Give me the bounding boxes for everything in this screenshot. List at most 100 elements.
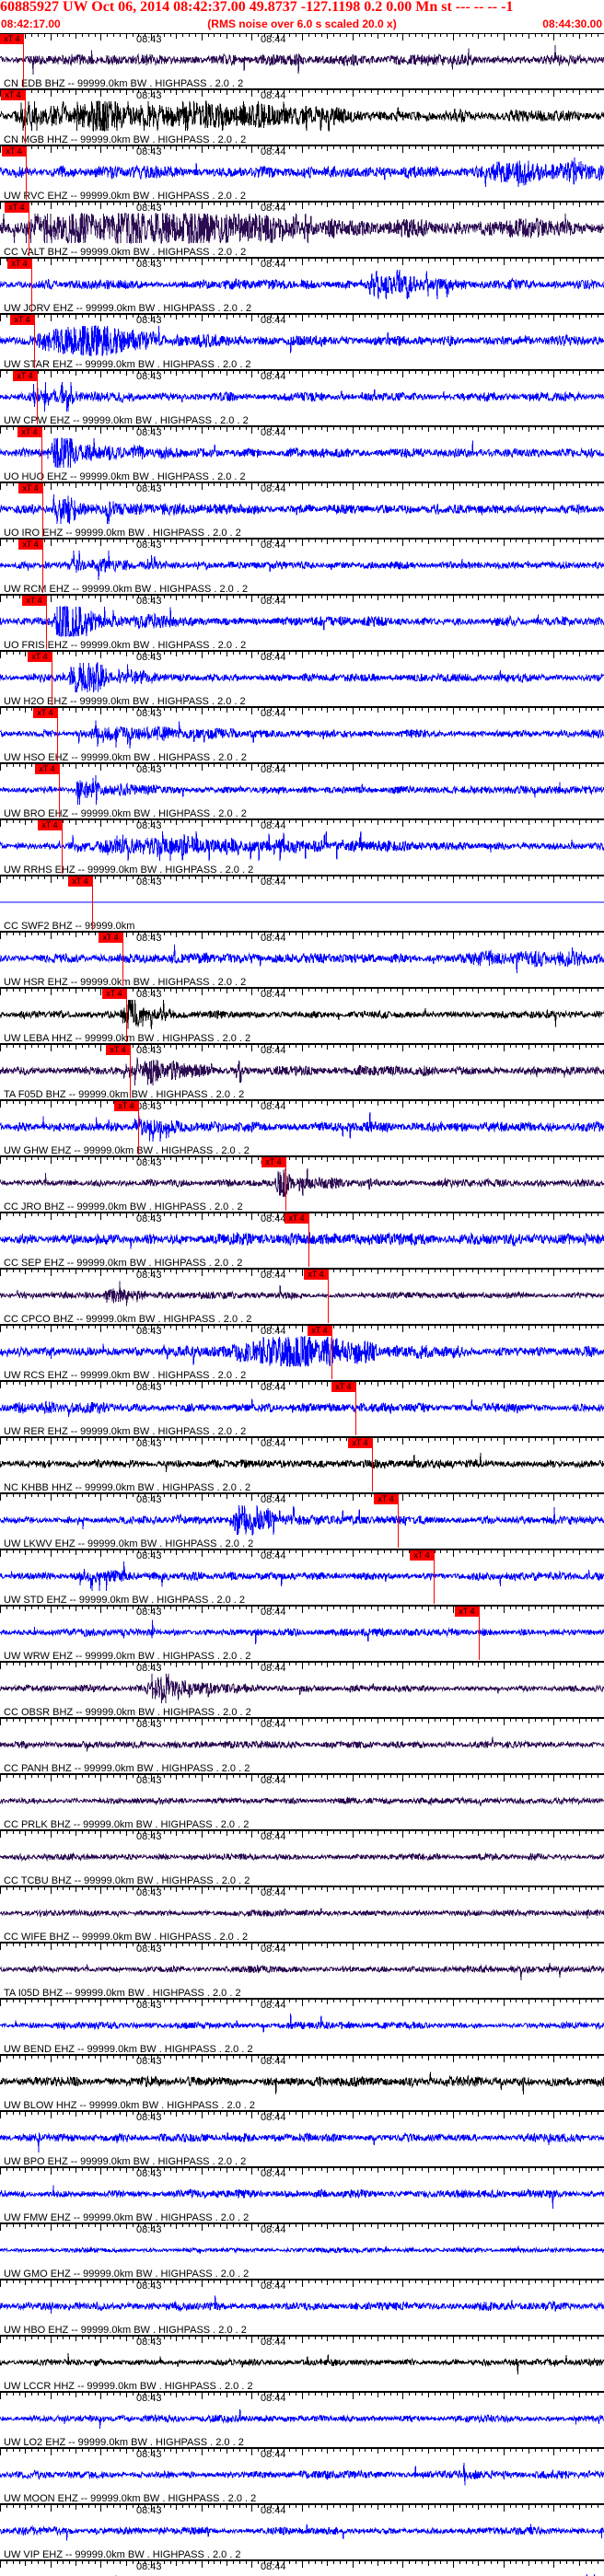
pick-marker-line[interactable] <box>37 371 38 424</box>
trace-row[interactable]: 08:43 08:44 UW MOON EHZ -- 99999.0km BW . … <box>0 2448 604 2504</box>
trace-row[interactable]: 08:43 08:44 UW VIP EHZ -- 99999.0km BW . H… <box>0 2504 604 2560</box>
trace-row[interactable]: 08:43 08:44 UW BPO EHZ -- 99999.0km BW . H… <box>0 2111 604 2167</box>
pick-marker-line[interactable] <box>130 1045 131 1098</box>
pick-label-xt4[interactable]: xT 4 <box>2 146 26 157</box>
pick-label-xt4[interactable]: xT 4 <box>5 203 29 213</box>
pick-marker-line[interactable] <box>46 596 47 649</box>
pick-marker-line[interactable] <box>34 315 35 368</box>
trace-row[interactable]: 08:43 08:44 TA I05D BHZ -- 99999.0km BW . … <box>0 1943 604 1999</box>
trace-row[interactable]: 08:43 08:44 xT 4 UW HSO EHZ -- 99999.0km BW… <box>0 707 604 763</box>
pick-marker-line[interactable] <box>92 876 93 930</box>
pick-label-xt4[interactable]: xT 4 <box>7 259 31 269</box>
pick-marker-line[interactable] <box>328 1270 329 1323</box>
trace-row[interactable]: 08:43 08:44 xT 4 UO IRO EHZ -- 99999.0km BW… <box>0 482 604 539</box>
pick-label-xt4[interactable]: xT 4 <box>106 1045 130 1055</box>
pick-label-xt4[interactable]: xT 4 <box>285 1213 308 1224</box>
pick-label-xt4[interactable]: xT 4 <box>17 427 41 437</box>
pick-label-xt4[interactable]: xT 4 <box>18 540 42 550</box>
trace-row[interactable]: 08:43 08:44 UW LCCR HHZ -- 99999.0km BW . … <box>0 2336 604 2392</box>
pick-label-xt4[interactable]: xT 4 <box>18 483 42 493</box>
trace-row[interactable]: 08:43 08:44 UW HBO EHZ -- 99999.0km BW . H… <box>0 2280 604 2336</box>
pick-label-xt4[interactable]: xT 4 <box>1 90 25 100</box>
pick-marker-line[interactable] <box>138 1101 139 1155</box>
pick-label-xt4[interactable]: xT 4 <box>348 1438 372 1448</box>
pick-marker-line[interactable] <box>308 1213 309 1267</box>
trace-row[interactable]: 08:43 08:44 xT 4 UW H2O EHZ -- 99999.0km BW… <box>0 651 604 707</box>
pick-label-xt4[interactable]: xT 4 <box>22 596 46 606</box>
pick-label-xt4[interactable]: xT 4 <box>10 315 34 325</box>
trace-row[interactable]: 08:43 08:44 xT 4 UW CPW EHZ -- 99999.0km BW… <box>0 370 604 426</box>
trace-row[interactable]: 08:43 08:44 xT 4 UW RCS EHZ -- 99999.0km BW… <box>0 1325 604 1381</box>
trace-row[interactable]: 08:43 08:44 CC PRLK BHZ -- 99999.0km BW . … <box>0 1774 604 1830</box>
trace-row[interactable]: 08:43 08:44 xT 4 UW STAR EHZ -- 99999.0km B… <box>0 314 604 370</box>
trace-row[interactable]: 08:43 08:44 xT 4 CC SWF2 BHZ -- 99999.0km <box>0 876 604 932</box>
trace-row[interactable]: 08:43 08:44 xT 4 UW RVC EHZ -- 99999.0km BW… <box>0 145 604 202</box>
pick-label-xt4[interactable]: xT 4 <box>114 1101 138 1111</box>
pick-label-xt4[interactable]: xT 4 <box>261 1157 285 1167</box>
trace-row[interactable]: 08:43 08:44 xT 4 TA F05D BHZ -- 99999.0km B… <box>0 1044 604 1100</box>
trace-row[interactable]: 08:43 08:44 CC PANH BHZ -- 99999.0km BW . … <box>0 1718 604 1774</box>
pick-marker-line[interactable] <box>42 483 43 537</box>
pick-marker-line[interactable] <box>126 989 127 1042</box>
pick-label-xt4[interactable]: xT 4 <box>33 708 57 718</box>
pick-label-xt4[interactable]: xT 4 <box>99 933 122 943</box>
pick-marker-line[interactable] <box>398 1494 399 1548</box>
pick-marker-line[interactable] <box>122 933 123 986</box>
trace-row[interactable]: 08:43 08:44 xT 4 NC KHBB HHZ -- 99999.0km B… <box>0 1437 604 1493</box>
trace-row[interactable]: 08:43 08:44 UW BEND EHZ -- 99999.0km BW . … <box>0 1999 604 2055</box>
pick-label-xt4[interactable]: xT 4 <box>68 876 92 887</box>
trace-row[interactable]: 08:43 08:44 xT 4 UW LKWV EHZ -- 99999.0km B… <box>0 1493 604 1549</box>
pick-marker-line[interactable] <box>62 820 63 874</box>
trace-row[interactable]: 08:43 08:44 xT 4 UW HSR EHZ -- 99999.0km BW… <box>0 932 604 988</box>
trace-row[interactable]: 08:43 08:44 UW GMO EHZ -- 99999.0km BW . H… <box>0 2223 604 2280</box>
pick-label-xt4[interactable]: xT 4 <box>13 371 37 381</box>
trace-row[interactable]: 08:43 08:44 xT 4 UW RER EHZ -- 99999.0km BW… <box>0 1381 604 1437</box>
pick-label-xt4[interactable]: xT 4 <box>38 820 62 830</box>
pick-marker-line[interactable] <box>372 1438 373 1491</box>
trace-row[interactable]: 08:43 08:44 UW BLOW HHZ -- 99999.0km BW . … <box>0 2055 604 2111</box>
pick-label-xt4[interactable]: xT 4 <box>102 989 126 999</box>
pick-label-xt4[interactable]: xT 4 <box>35 764 59 774</box>
pick-label-xt4[interactable]: xT 4 <box>304 1270 328 1280</box>
pick-marker-line[interactable] <box>479 1607 480 1660</box>
pick-label-xt4[interactable]: xT 4 <box>308 1326 331 1336</box>
pick-marker-line[interactable] <box>285 1157 286 1211</box>
pick-marker-line[interactable] <box>434 1550 435 1604</box>
pick-label-xt4[interactable]: xT 4 <box>410 1550 434 1561</box>
trace-row[interactable]: 08:43 08:44 xT 4 UW BRO EHZ -- 99999.0km BW… <box>0 763 604 819</box>
trace-row[interactable]: 08:43 08:44 xT 4 UW LEBA HHZ -- 99999.0km B… <box>0 988 604 1044</box>
trace-row[interactable]: 08:43 08:44 xT 4 UW GHW EHZ -- 99999.0km BW… <box>0 1100 604 1156</box>
pick-marker-line[interactable] <box>31 259 32 312</box>
pick-marker-line[interactable] <box>25 90 26 144</box>
trace-row[interactable]: 08:43 08:44 CC WIFE BHZ -- 99999.0km BW . … <box>0 1886 604 1943</box>
pick-marker-line[interactable] <box>23 34 24 87</box>
trace-row[interactable]: 08:43 08:44 UW FMW EHZ -- 99999.0km BW . H… <box>0 2167 604 2223</box>
trace-row[interactable]: 08:43 08:44 CC OBSR BHZ -- 99999.0km BW . … <box>0 1662 604 1718</box>
trace-row[interactable]: 08:43 08:44 xT 4 CN EDB BHZ -- 99999.0km BW… <box>0 33 604 89</box>
pick-marker-line[interactable] <box>331 1326 332 1379</box>
trace-row[interactable]: 08:43 08:44 xT 4 UW STD EHZ -- 99999.0km BW… <box>0 1549 604 1606</box>
pick-marker-line[interactable] <box>26 146 27 200</box>
trace-row[interactable]: 08:43 08:44 xT 4 UW RCM EHZ -- 99999.0km BW… <box>0 539 604 595</box>
trace-row[interactable]: 08:43 08:44 xT 4 UW JORV EHZ -- 99999.0km B… <box>0 258 604 314</box>
trace-row[interactable]: 08:43 08:44 xT 4 CC VALT BHZ -- 99999.0km B… <box>0 202 604 258</box>
pick-marker-line[interactable] <box>59 764 60 818</box>
trace-row[interactable]: 08:43 08:44 CC TCBU BHZ -- 99999.0km BW . … <box>0 1830 604 1886</box>
pick-marker-line[interactable] <box>41 427 42 481</box>
pick-label-xt4[interactable]: xT 4 <box>331 1382 355 1392</box>
trace-row[interactable]: 08:43 08:44 xT 4 CC SEP EHZ -- 99999.0km BW… <box>0 1213 604 1269</box>
trace-row[interactable]: 08:43 08:44 xT 4 UO FRIS EHZ -- 99999.0km B… <box>0 595 604 651</box>
pick-label-xt4[interactable]: xT 4 <box>374 1494 398 1504</box>
trace-row[interactable]: 08:43 08:44 xT 4 CN MGB HHZ -- 99999.0km BW… <box>0 89 604 145</box>
pick-label-xt4[interactable]: xT 4 <box>0 34 24 44</box>
trace-row[interactable]: 08:43 08:44 xT 4 CC CPCO BHZ -- 99999.0km B… <box>0 1269 604 1325</box>
pick-label-xt4[interactable]: xT 4 <box>28 652 52 662</box>
pick-label-xt4[interactable]: xT 4 <box>455 1607 479 1617</box>
pick-marker-line[interactable] <box>42 540 43 593</box>
pick-marker-line[interactable] <box>355 1382 356 1435</box>
trace-row[interactable]: 08:43 08:44 xT 4 UO HUO EHZ -- 99999.0km BW… <box>0 426 604 482</box>
trace-row[interactable]: 08:43 08:44 xT 4 UW RRHS EHZ -- 99999.0km B… <box>0 819 604 876</box>
pick-marker-line[interactable] <box>57 708 58 761</box>
